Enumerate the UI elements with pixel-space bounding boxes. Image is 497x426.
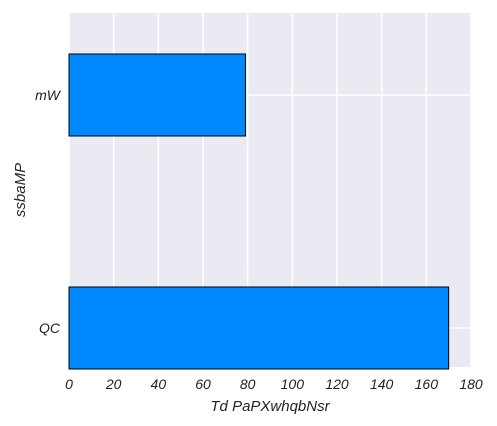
x-axis-title: Td PaPXwhqbNsr <box>210 398 330 415</box>
x-tick-labels: 0 20 40 60 80 100 120 140 160 180 <box>65 376 483 392</box>
x-tick-label: 120 <box>325 376 349 392</box>
y-tick-labels: mW QC <box>35 87 62 336</box>
x-tick-label: 0 <box>65 376 73 392</box>
x-tick-label: 160 <box>415 376 439 392</box>
bars <box>68 53 450 370</box>
x-tick-label: 60 <box>195 376 211 392</box>
bar-mW <box>68 53 246 137</box>
x-tick-label: 20 <box>105 376 122 392</box>
x-tick-label: 40 <box>151 376 167 392</box>
x-tick-label: 80 <box>240 376 256 392</box>
y-tick-label: QC <box>39 320 61 336</box>
bar-QC <box>68 286 450 370</box>
x-tick-label: 180 <box>459 376 483 392</box>
x-tick-label: 140 <box>370 376 394 392</box>
x-tick-label: 100 <box>281 376 305 392</box>
y-axis-title: ssbaMP <box>12 163 29 217</box>
y-tick-label: mW <box>35 87 62 103</box>
